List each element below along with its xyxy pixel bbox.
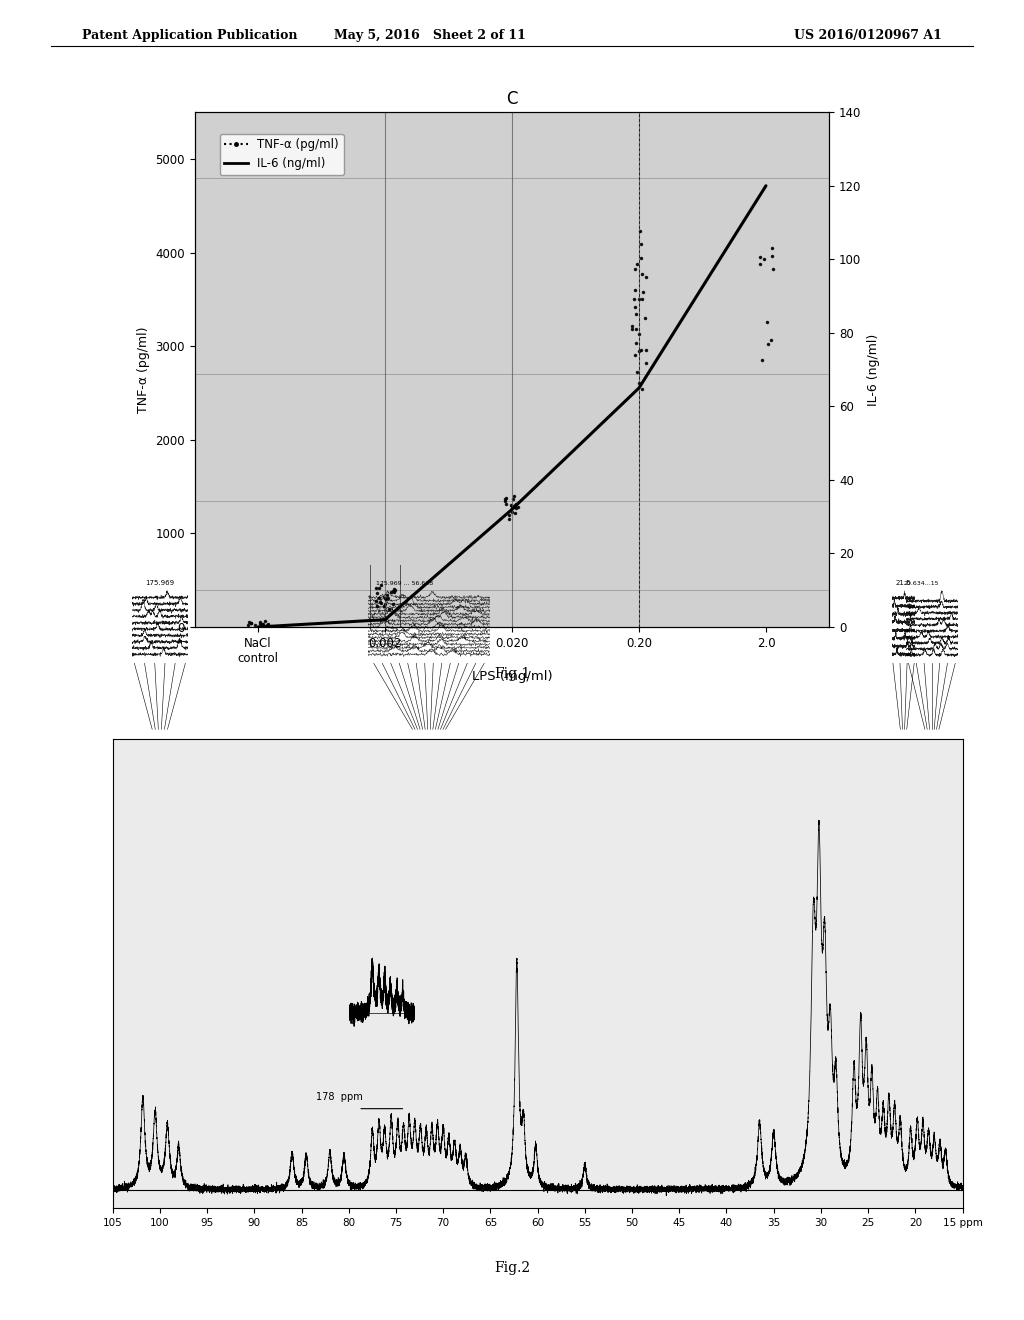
- X-axis label: LPS (mg/ml): LPS (mg/ml): [472, 671, 552, 684]
- Text: May 5, 2016   Sheet 2 of 11: May 5, 2016 Sheet 2 of 11: [334, 29, 526, 42]
- Legend: TNF-α (pg/ml), IL-6 (ng/ml): TNF-α (pg/ml), IL-6 (ng/ml): [219, 133, 344, 174]
- Text: US 2016/0120967 A1: US 2016/0120967 A1: [795, 29, 942, 42]
- Text: 178  ppm: 178 ppm: [316, 1092, 362, 1102]
- Text: Fig.1: Fig.1: [494, 667, 530, 681]
- Y-axis label: TNF-α (pg/ml): TNF-α (pg/ml): [136, 326, 150, 413]
- Text: 21.5: 21.5: [896, 579, 911, 586]
- Text: Patent Application Publication: Patent Application Publication: [82, 29, 297, 42]
- Text: 175.969: 175.969: [145, 579, 174, 586]
- Y-axis label: IL-6 (ng/ml): IL-6 (ng/ml): [867, 334, 880, 405]
- Text: Fig.2: Fig.2: [494, 1261, 530, 1275]
- Text: 175.969 ... 56.638: 175.969 ... 56.638: [376, 581, 433, 586]
- Title: C: C: [506, 90, 518, 108]
- Text: 20.634...15: 20.634...15: [904, 581, 939, 586]
